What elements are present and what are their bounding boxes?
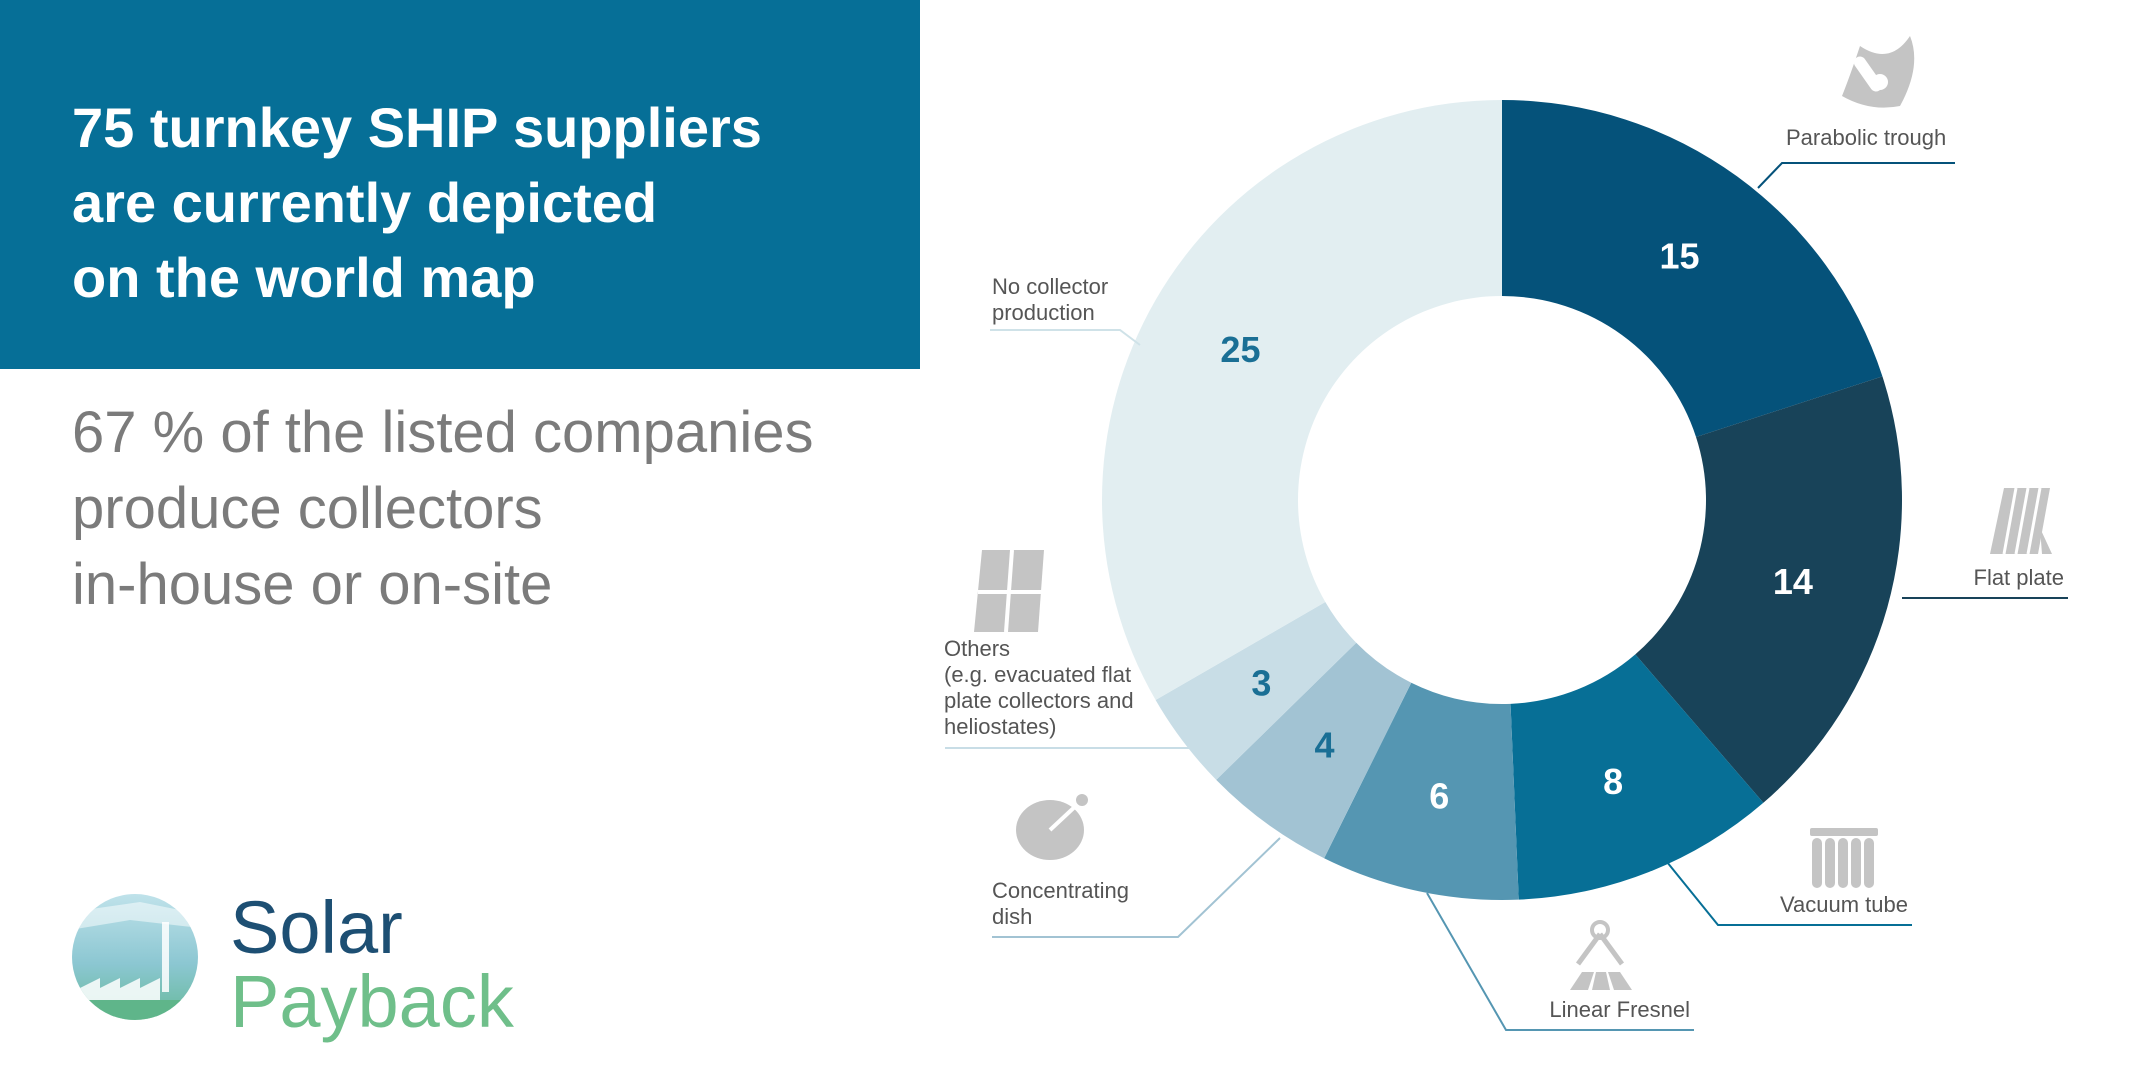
vacuum-tube-icon xyxy=(1810,828,1878,888)
donut-slice xyxy=(1155,602,1357,780)
leader-line xyxy=(990,329,1141,346)
donut-slice xyxy=(1510,654,1764,900)
slice-category-label: Parabolic trough xyxy=(1786,125,1946,150)
slice-value-label: 25 xyxy=(1220,329,1260,370)
slice-value-label: 4 xyxy=(1314,724,1334,765)
title-line: are currently depicted xyxy=(72,171,658,234)
subtitle-line: produce collectors xyxy=(72,476,543,541)
subtitle-line: in-house or on-site xyxy=(72,552,553,617)
donut-slice xyxy=(1635,376,1902,803)
linear-fresnel-icon xyxy=(1570,920,1632,990)
title-line: 75 turnkey SHIP suppliers xyxy=(72,96,762,159)
slice-value-label: 14 xyxy=(1773,561,1813,602)
slice-category-label: Linear Fresnel xyxy=(1549,997,1690,1022)
title-line: on the world map xyxy=(72,246,536,309)
slice-category-label: Vacuum tube xyxy=(1780,892,1908,917)
title-banner: 75 turnkey SHIP suppliers are currently … xyxy=(0,0,920,369)
slice-category-label: production xyxy=(992,300,1095,325)
donut-slice xyxy=(1502,100,1883,437)
subtitle-line: 67 % of the listed companies xyxy=(72,400,814,465)
others-collector-icon xyxy=(974,549,1044,633)
slice-category-label: No collector xyxy=(992,274,1108,299)
flat-plate-icon xyxy=(1990,487,2052,555)
leader-line xyxy=(1426,892,1694,1031)
subtitle: 67 % of the listed companies produce col… xyxy=(72,395,912,623)
leader-line xyxy=(992,837,1281,938)
parabolic-trough-icon xyxy=(1842,36,1915,108)
solar-payback-logo: Solar Payback xyxy=(70,886,550,1042)
slice-category-label: plate collectors and xyxy=(944,688,1134,713)
slice-value-label: 8 xyxy=(1603,761,1623,802)
slice-value-label: 15 xyxy=(1659,236,1699,277)
factory-logo-icon xyxy=(72,894,198,1020)
logo-word-solar: Solar xyxy=(230,886,403,969)
leader-line xyxy=(1666,861,1912,926)
donut-slice xyxy=(1324,682,1519,900)
slice-value-label: 3 xyxy=(1251,663,1271,704)
slice-category-label: heliostates) xyxy=(944,714,1057,739)
leader-line xyxy=(1757,162,1955,189)
slice-category-label: Others xyxy=(944,636,1010,661)
concentrating-dish-icon xyxy=(1016,794,1088,860)
slice-value-label: 6 xyxy=(1429,775,1449,816)
logo-word-payback: Payback xyxy=(230,960,514,1043)
slice-category-label: (e.g. evacuated flat xyxy=(944,662,1131,687)
slice-category-label: Concentrating xyxy=(992,878,1129,903)
donut-slice xyxy=(1102,100,1502,700)
slice-category-label: dish xyxy=(992,904,1032,929)
donut-slice xyxy=(1216,642,1412,859)
slice-category-label: Flat plate xyxy=(1974,565,2065,590)
